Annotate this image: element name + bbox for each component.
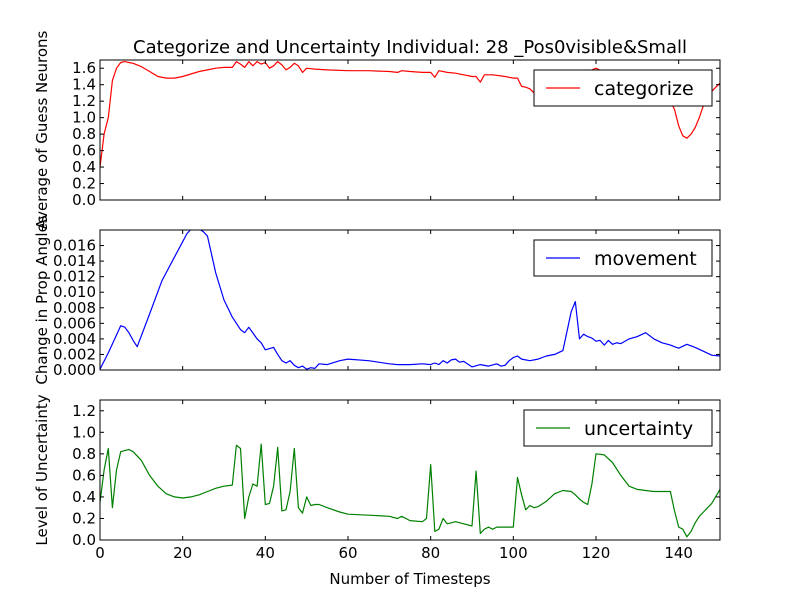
x-axis-label: Number of Timesteps <box>329 570 490 588</box>
y-tick-label: 0.4 <box>72 488 96 506</box>
x-tick-label: 0 <box>95 544 105 562</box>
y-tick-label: 0.006 <box>53 314 96 332</box>
y-tick-label: 0.002 <box>53 345 96 363</box>
legend-label: uncertainty <box>584 418 693 440</box>
y-tick-label: 0.8 <box>72 125 96 143</box>
y-tick-label: 0.6 <box>72 142 96 160</box>
x-tick-label: 60 <box>338 544 357 562</box>
y-tick-label: 1.0 <box>72 423 96 441</box>
y-tick-label: 1.6 <box>72 59 96 77</box>
x-tick-label: 140 <box>664 544 693 562</box>
plot-frame <box>99 399 721 541</box>
legend-box <box>533 239 713 277</box>
y-tick-label: 1.2 <box>72 402 96 420</box>
y-tick-label: 1.4 <box>72 76 96 94</box>
y-tick-label: 0.2 <box>72 175 96 193</box>
y-tick-label: 0.000 <box>53 361 96 379</box>
series-line-movement <box>100 230 720 370</box>
series-line-uncertainty <box>100 443 720 538</box>
y-tick-label: 0.008 <box>53 299 96 317</box>
y-tick-label: 0.2 <box>72 509 96 527</box>
legend-box <box>523 409 713 447</box>
legend: categorize <box>533 69 713 107</box>
y-tick-label: 0.0 <box>72 191 96 209</box>
panel-3: 0.0 0.2 0.4 0.6 0.8 1.0 1.2 0 20 40 60 80 100 120 140 L… <box>33 394 721 588</box>
y-axis-label: Level of Uncertainty <box>33 394 51 545</box>
x-tick-label: 40 <box>256 544 275 562</box>
panel-1: 0.00.20.40.60.81.01.21.41.6 Average of Gu… <box>33 30 721 229</box>
y-tick-label: 0.4 <box>72 158 96 176</box>
x-tick-label: 120 <box>582 544 611 562</box>
y-tick-label: 1.0 <box>72 109 96 127</box>
legend: movement <box>533 239 713 277</box>
x-tick-label: 20 <box>173 544 192 562</box>
legend-label: movement <box>594 248 697 270</box>
figure-title: Categorize and Uncertainty Individual: 2… <box>133 37 687 58</box>
y-tick-label: 0.6 <box>72 466 96 484</box>
plot-frame <box>99 59 721 201</box>
plot-frame <box>99 229 721 371</box>
y-tick-label: 0.016 <box>53 237 96 255</box>
y-axis-label: Average of Guess Neurons <box>33 30 51 229</box>
y-tick-label: 0.0 <box>72 531 96 549</box>
y-axis-label: Change in Prop Angles <box>33 215 51 384</box>
y-tick-label: 0.014 <box>53 252 96 270</box>
x-tick-label: 100 <box>499 544 528 562</box>
panel-2: 0.0000.0020.0040.0060.0080.0100.0120.014… <box>33 215 721 385</box>
y-tick-label: 0.012 <box>53 268 96 286</box>
legend: uncertainty <box>523 409 713 447</box>
y-tick-label: 0.010 <box>53 283 96 301</box>
legend-label: categorize <box>594 78 694 100</box>
x-tick-label: 80 <box>421 544 440 562</box>
y-tick-label: 0.8 <box>72 445 96 463</box>
y-tick-label: 0.004 <box>53 330 96 348</box>
y-tick-label: 1.2 <box>72 92 96 110</box>
